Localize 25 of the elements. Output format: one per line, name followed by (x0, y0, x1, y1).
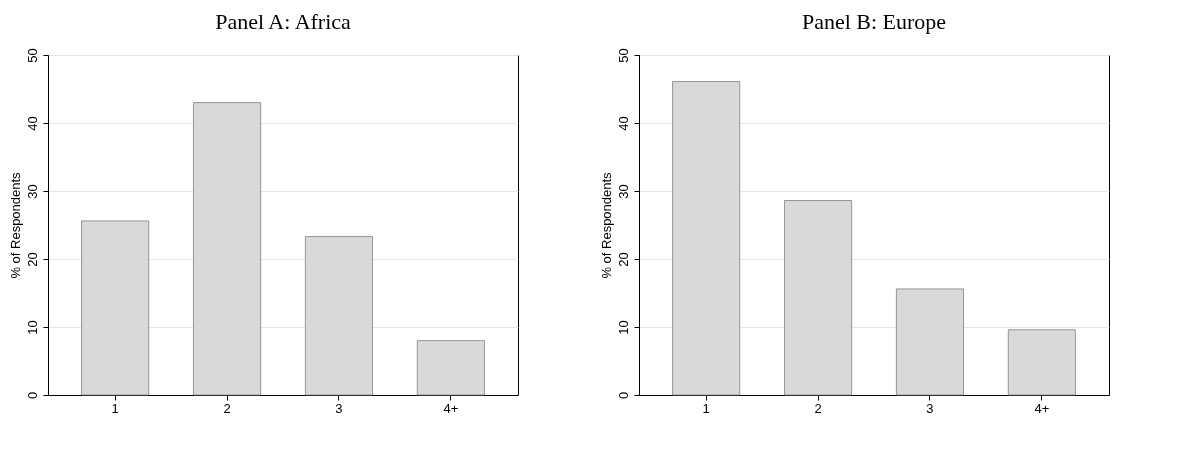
y-tick-label: 20 (24, 252, 40, 267)
x-tick-label: 3 (926, 400, 934, 416)
y-tick-label: 50 (24, 48, 40, 63)
chart-title: Panel A: Africa (215, 8, 352, 34)
y-tick-label: 40 (615, 116, 631, 131)
x-tick-label: 2 (814, 400, 822, 416)
y-tick-label: 30 (615, 184, 631, 199)
x-tick-label: 2 (223, 400, 231, 416)
y-tick-label: 10 (24, 320, 40, 335)
y-tick-label: 0 (24, 391, 40, 400)
y-axis-title: % of Respondents (7, 171, 23, 279)
x-tick-label: 4+ (1034, 400, 1050, 416)
y-tick-label: 40 (24, 116, 40, 131)
y-tick-label: 30 (24, 184, 40, 199)
bar (416, 340, 485, 396)
chart-title: Panel B: Europe (801, 8, 947, 34)
x-tick-label: 1 (111, 400, 119, 416)
x-tick-label: 1 (702, 400, 710, 416)
y-axis-title: % of Respondents (598, 171, 614, 279)
y-tick-label: 10 (615, 320, 631, 335)
x-tick-label: 3 (335, 400, 343, 416)
x-tick-label: 4+ (443, 400, 459, 416)
y-tick-label: 50 (615, 48, 631, 63)
y-tick-label: 20 (615, 252, 631, 267)
y-tick-label: 0 (615, 391, 631, 400)
